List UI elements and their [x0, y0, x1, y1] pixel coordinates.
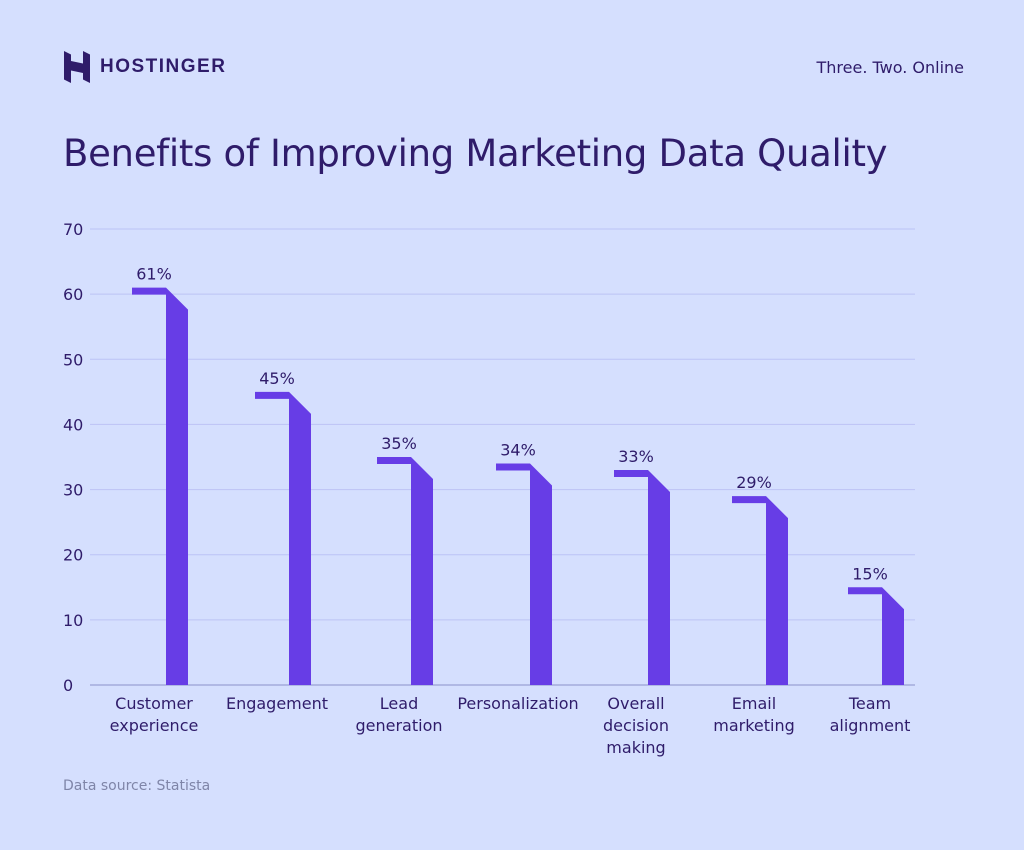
x-category-label: Team	[848, 694, 891, 713]
x-category-label: generation	[355, 716, 442, 735]
x-category-label: Lead	[380, 694, 418, 713]
x-category-label: decision	[603, 716, 669, 735]
data-label: 15%	[852, 564, 888, 583]
x-category-label: Personalization	[457, 694, 578, 713]
y-tick-label: 70	[63, 220, 83, 239]
bar	[496, 463, 552, 685]
y-tick-label: 40	[63, 415, 83, 434]
hostinger-logo-icon	[64, 51, 90, 83]
brand-name: HOSTINGER	[100, 56, 227, 77]
x-category-label: Engagement	[226, 694, 328, 713]
bar	[255, 391, 311, 685]
y-tick-label: 30	[63, 481, 83, 500]
y-tick-label: 50	[63, 350, 83, 369]
y-tick-label: 20	[63, 546, 83, 565]
hostinger-logo: HOSTINGER	[64, 51, 226, 83]
bar	[732, 496, 788, 685]
x-category-label: experience	[110, 716, 199, 735]
data-label: 29%	[736, 473, 772, 492]
x-category-label: Customer	[115, 694, 193, 713]
bar	[614, 470, 670, 685]
y-tick-label: 10	[63, 611, 83, 630]
data-label: 61%	[136, 265, 172, 284]
data-source: Data source: Statista	[63, 778, 211, 794]
bar	[377, 457, 433, 685]
x-category-label: making	[606, 738, 665, 757]
data-label: 45%	[259, 369, 295, 388]
chart-title: Benefits of Improving Marketing Data Qua…	[63, 132, 888, 175]
data-label: 35%	[381, 434, 417, 453]
y-tick-label: 0	[63, 676, 73, 695]
data-label: 34%	[500, 441, 536, 460]
x-category-label: Email	[732, 694, 776, 713]
bar	[848, 587, 904, 685]
data-label: 33%	[618, 447, 654, 466]
x-category-label: Overall	[607, 694, 664, 713]
x-category-label: marketing	[713, 716, 795, 735]
x-category-label: alignment	[830, 716, 911, 735]
y-tick-label: 60	[63, 285, 83, 304]
bar	[132, 287, 188, 685]
tagline: Three. Two. Online	[816, 58, 965, 77]
